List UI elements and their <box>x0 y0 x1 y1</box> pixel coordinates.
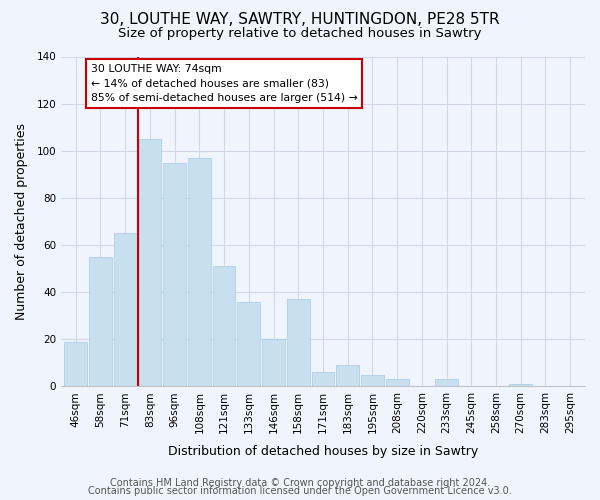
Bar <box>139 139 161 386</box>
Text: Size of property relative to detached houses in Sawtry: Size of property relative to detached ho… <box>118 28 482 40</box>
Bar <box>287 299 310 386</box>
Bar <box>238 302 260 386</box>
Text: 30 LOUTHE WAY: 74sqm
← 14% of detached houses are smaller (83)
85% of semi-detac: 30 LOUTHE WAY: 74sqm ← 14% of detached h… <box>91 64 358 103</box>
Bar <box>311 372 334 386</box>
Bar <box>89 257 112 386</box>
Bar <box>213 266 235 386</box>
Bar <box>337 365 359 386</box>
Text: Contains HM Land Registry data © Crown copyright and database right 2024.: Contains HM Land Registry data © Crown c… <box>110 478 490 488</box>
X-axis label: Distribution of detached houses by size in Sawtry: Distribution of detached houses by size … <box>168 444 478 458</box>
Bar <box>64 342 87 386</box>
Bar <box>509 384 532 386</box>
Text: Contains public sector information licensed under the Open Government Licence v3: Contains public sector information licen… <box>88 486 512 496</box>
Bar <box>386 380 409 386</box>
Bar <box>361 374 384 386</box>
Bar <box>114 233 137 386</box>
Bar <box>188 158 211 386</box>
Y-axis label: Number of detached properties: Number of detached properties <box>15 123 28 320</box>
Bar <box>262 340 285 386</box>
Bar <box>435 380 458 386</box>
Text: 30, LOUTHE WAY, SAWTRY, HUNTINGDON, PE28 5TR: 30, LOUTHE WAY, SAWTRY, HUNTINGDON, PE28… <box>100 12 500 28</box>
Bar <box>163 162 186 386</box>
